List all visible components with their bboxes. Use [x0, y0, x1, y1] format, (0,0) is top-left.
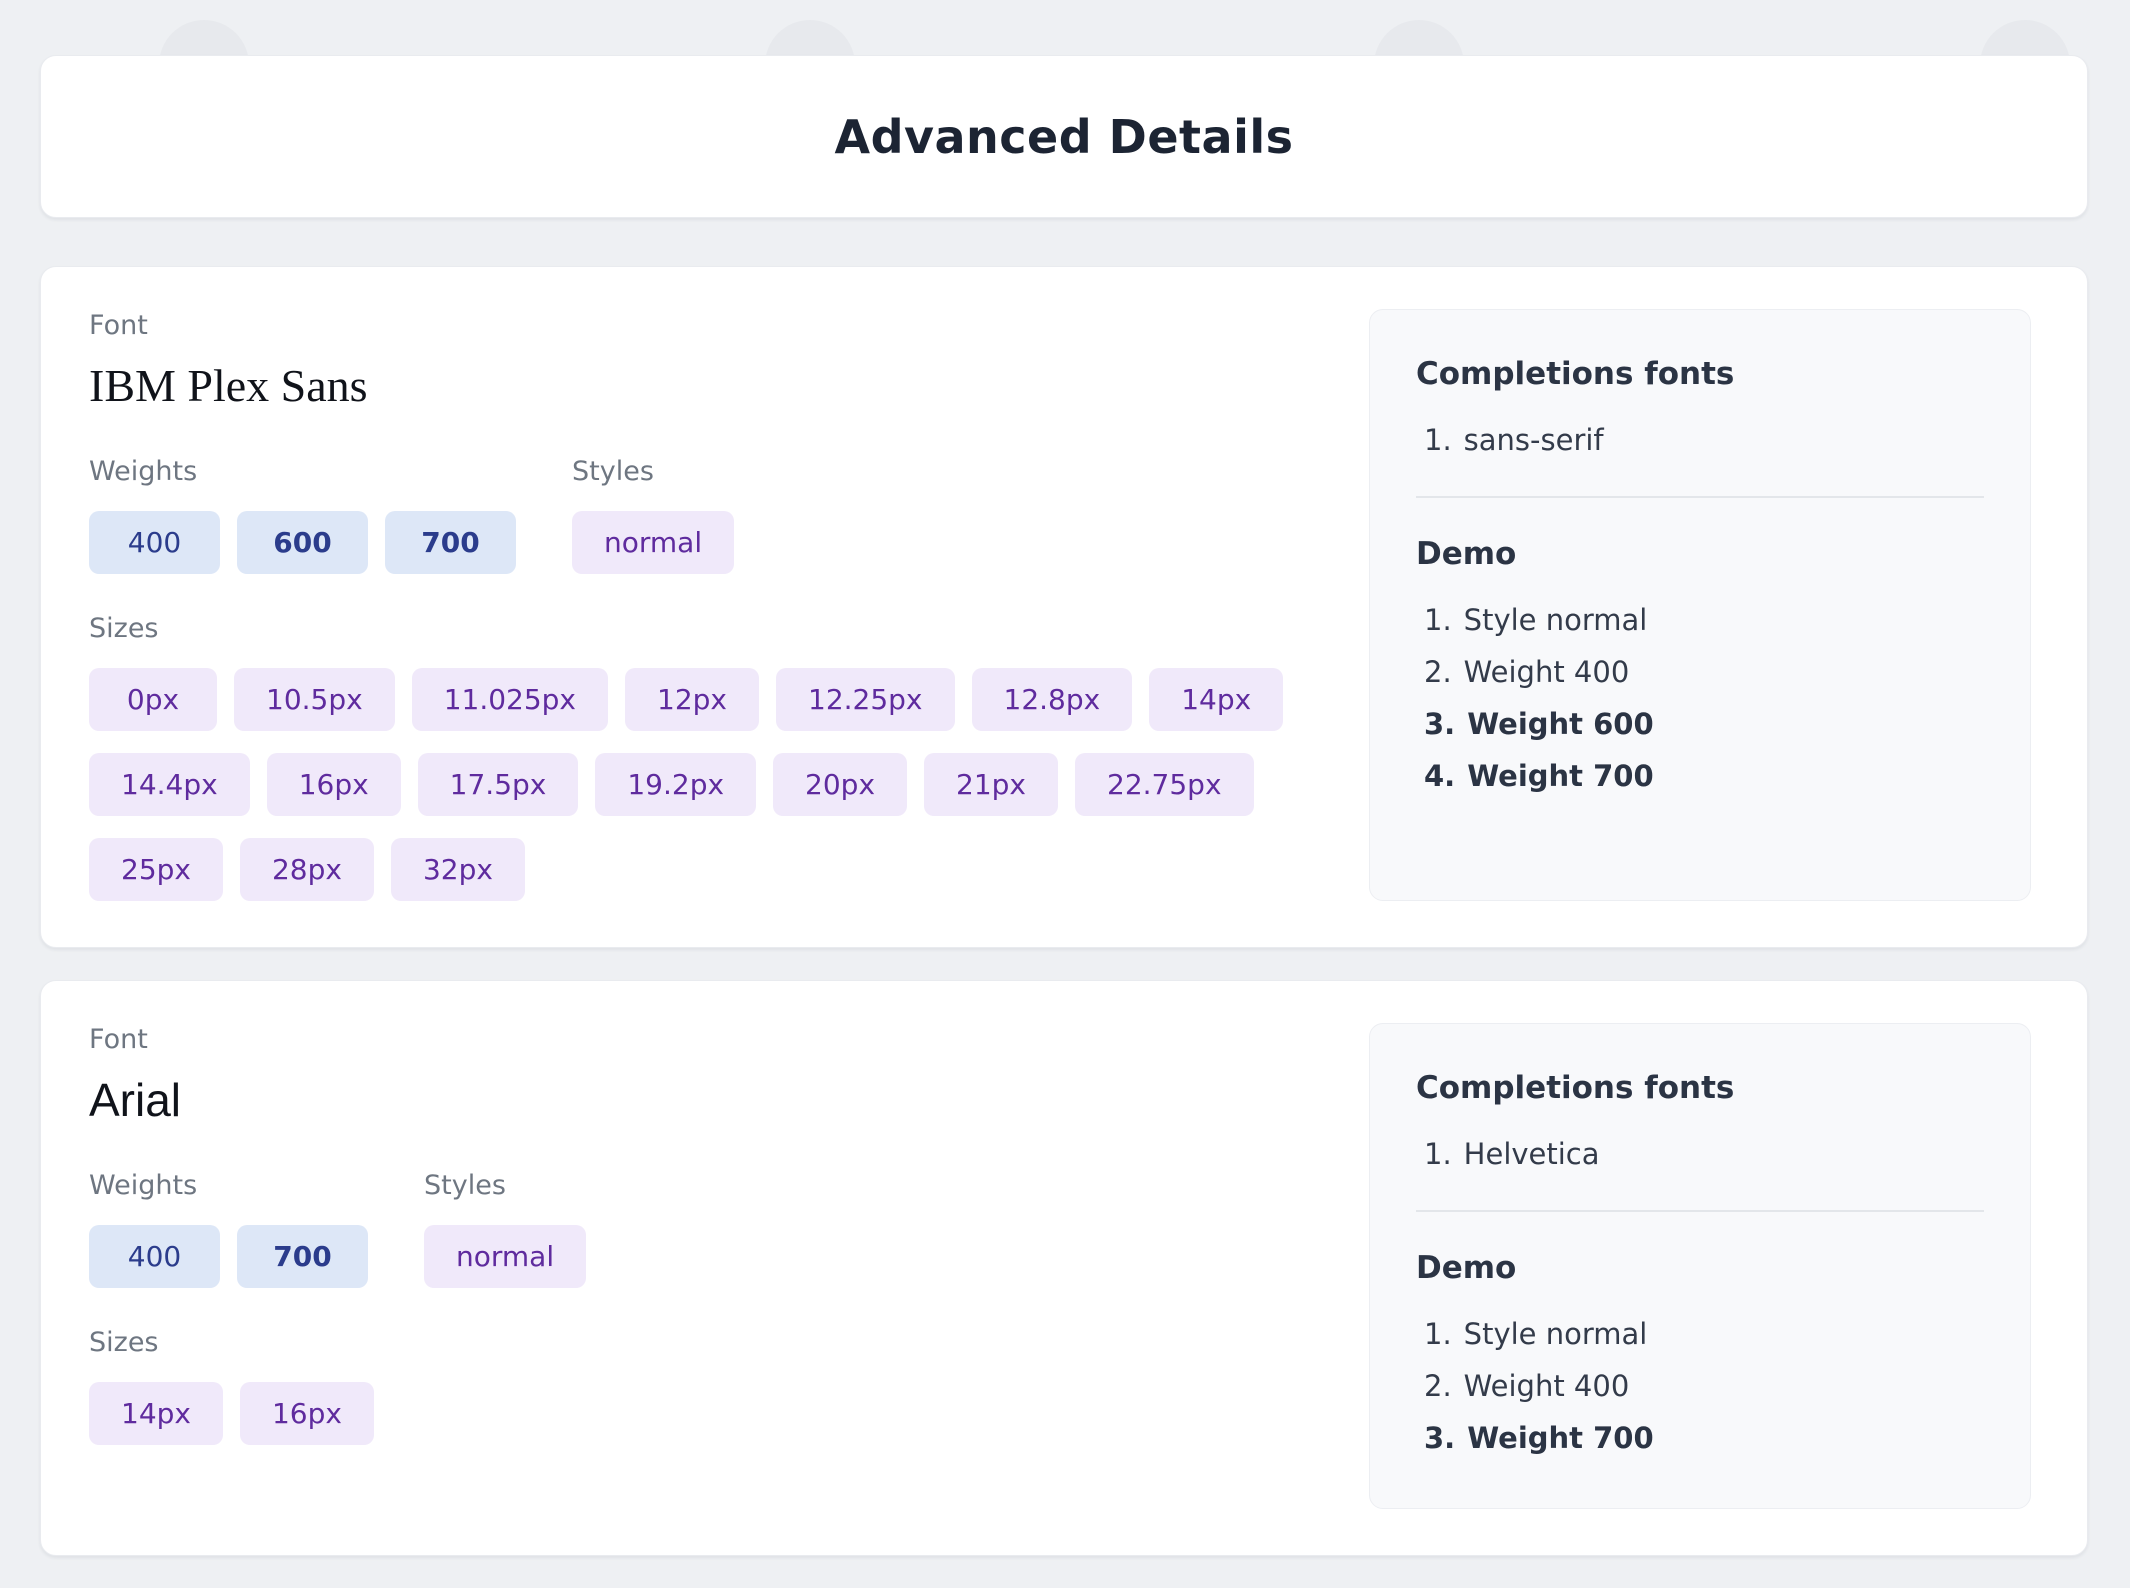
completions-list: 1. Helvetica: [1416, 1128, 1984, 1180]
completions-item-text: Helvetica: [1463, 1137, 1600, 1171]
demo-heading: Demo: [1416, 1250, 1517, 1286]
demo-item: 1. Style normal: [1416, 1308, 1984, 1360]
size-badge: 14px: [1149, 668, 1284, 731]
demo-item-text: Weight 400: [1463, 1369, 1630, 1403]
list-number: 1.: [1424, 1137, 1452, 1171]
size-badge: 19.2px: [595, 753, 757, 816]
size-badges-row: 0px 10.5px 11.025px 12px 12.25px 12.8px …: [89, 668, 1325, 731]
weights-label: Weights: [89, 456, 198, 487]
divider: [1416, 496, 1984, 498]
weights-styles-row: Weights 400 600 700 Styles normal: [89, 455, 1325, 574]
size-badge: 20px: [773, 753, 908, 816]
size-badge: 17.5px: [417, 753, 579, 816]
completions-item: 1. Helvetica: [1416, 1128, 1984, 1180]
completions-item-text: sans-serif: [1463, 423, 1604, 457]
size-badges-row: 14px 16px: [89, 1382, 1325, 1445]
size-badges-row: 25px 28px 32px: [89, 838, 1325, 901]
demo-item: 3. Weight 700: [1416, 1412, 1984, 1464]
demo-item: 1. Style normal: [1416, 594, 1984, 646]
completions-heading: Completions fonts: [1416, 356, 1735, 392]
size-badge: 0px: [89, 668, 217, 731]
list-number: 1.: [1424, 423, 1452, 457]
list-number: 1.: [1424, 603, 1452, 637]
styles-group: Styles normal: [572, 455, 735, 574]
weight-badges: 400 600 700: [89, 511, 516, 574]
weights-group: Weights 400 700: [89, 1169, 368, 1288]
list-number: 4.: [1424, 759, 1456, 793]
demo-item-text: Weight 600: [1467, 707, 1654, 741]
weights-styles-row: Weights 400 700 Styles normal: [89, 1169, 1325, 1288]
demo-item-text: Style normal: [1463, 1317, 1648, 1351]
header-card: Advanced Details: [40, 55, 2088, 218]
weight-badge: 400: [89, 511, 220, 574]
page-content: Advanced Details Font IBM Plex Sans Weig…: [40, 55, 2088, 1588]
size-badge: 12px: [625, 668, 759, 731]
demo-list: 1. Style normal 2. Weight 400 3. Weight …: [1416, 594, 1984, 802]
divider: [1416, 1210, 1984, 1212]
size-badge: 10.5px: [234, 668, 395, 731]
page-title: Advanced Details: [834, 109, 1294, 164]
style-badge: normal: [572, 511, 735, 574]
size-badge: 14.4px: [89, 753, 250, 816]
size-badge: 16px: [239, 1382, 374, 1445]
demo-item-text: Weight 700: [1467, 1421, 1654, 1455]
size-badge: 21px: [924, 753, 1059, 816]
completions-panel: Completions fonts 1. Helvetica Demo 1. S…: [1369, 1023, 2031, 1509]
list-number: 1.: [1424, 1317, 1452, 1351]
demo-item: 4. Weight 700: [1416, 750, 1984, 802]
size-badge: 25px: [89, 838, 223, 901]
size-badge: 16px: [266, 753, 401, 816]
font-details: Font IBM Plex Sans Weights 400 600 700 S…: [89, 309, 1325, 901]
sizes-label: Sizes: [89, 613, 159, 644]
demo-heading: Demo: [1416, 536, 1517, 572]
demo-list: 1. Style normal 2. Weight 400 3. Weight …: [1416, 1308, 1984, 1464]
styles-label: Styles: [572, 456, 654, 487]
completions-panel: Completions fonts 1. sans-serif Demo 1. …: [1369, 309, 2031, 901]
demo-item-text: Weight 700: [1467, 759, 1654, 793]
font-label: Font: [89, 310, 148, 341]
weights-group: Weights 400 600 700: [89, 455, 516, 574]
list-number: 3.: [1424, 1421, 1456, 1455]
styles-label: Styles: [424, 1170, 506, 1201]
completions-heading: Completions fonts: [1416, 1070, 1735, 1106]
sizes-group: Sizes 0px 10.5px 11.025px 12px 12.25px 1…: [89, 612, 1325, 901]
size-badge: 12.8px: [971, 668, 1133, 731]
font-card-ibm-plex-sans: Font IBM Plex Sans Weights 400 600 700 S…: [40, 266, 2088, 948]
demo-item-text: Style normal: [1463, 603, 1648, 637]
demo-item: 2. Weight 400: [1416, 1360, 1984, 1412]
weight-badge: 700: [237, 1225, 368, 1288]
font-label: Font: [89, 1024, 148, 1055]
weight-badge: 400: [89, 1225, 220, 1288]
weights-label: Weights: [89, 1170, 198, 1201]
weight-badge: 700: [385, 511, 516, 574]
completions-item: 1. sans-serif: [1416, 414, 1984, 466]
size-badge: 11.025px: [411, 668, 609, 731]
font-name: Arial: [89, 1074, 182, 1126]
list-number: 3.: [1424, 707, 1456, 741]
sizes-label: Sizes: [89, 1327, 159, 1358]
completions-list: 1. sans-serif: [1416, 414, 1984, 466]
weight-badges: 400 700: [89, 1225, 368, 1288]
style-badges: normal: [424, 1225, 587, 1288]
style-badges: normal: [572, 511, 735, 574]
demo-item: 2. Weight 400: [1416, 646, 1984, 698]
list-number: 2.: [1424, 655, 1452, 689]
sizes-group: Sizes 14px 16px: [89, 1326, 1325, 1445]
demo-item-text: Weight 400: [1463, 655, 1630, 689]
font-card-arial: Font Arial Weights 400 700 Styles normal: [40, 980, 2088, 1556]
style-badge: normal: [424, 1225, 587, 1288]
weight-badge: 600: [237, 511, 368, 574]
size-badge: 22.75px: [1075, 753, 1254, 816]
size-badge: 32px: [390, 838, 525, 901]
size-badge: 14px: [89, 1382, 223, 1445]
styles-group: Styles normal: [424, 1169, 587, 1288]
font-name: IBM Plex Sans: [89, 360, 368, 411]
size-badge: 12.25px: [776, 668, 955, 731]
demo-item: 3. Weight 600: [1416, 698, 1984, 750]
list-number: 2.: [1424, 1369, 1452, 1403]
size-badge: 28px: [239, 838, 374, 901]
size-badges-row: 14.4px 16px 17.5px 19.2px 20px 21px 22.7…: [89, 753, 1325, 816]
font-details: Font Arial Weights 400 700 Styles normal: [89, 1023, 1325, 1509]
